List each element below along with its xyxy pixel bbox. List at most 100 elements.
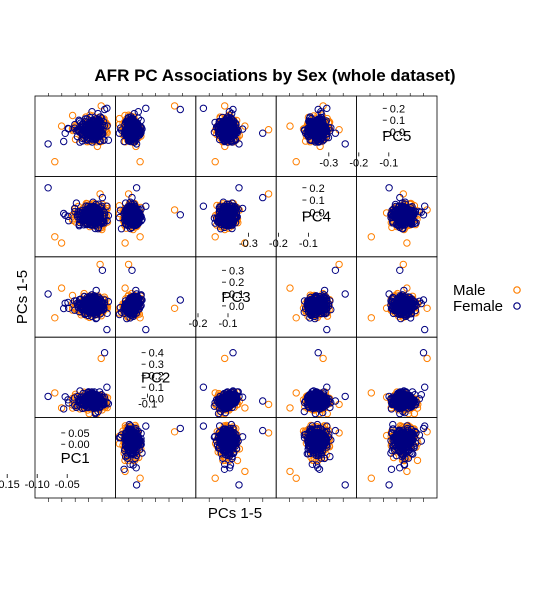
data-point-female	[75, 220, 83, 229]
data-point-female	[132, 127, 141, 135]
data-point-female	[85, 295, 93, 303]
data-point-female	[307, 126, 316, 134]
data-point-female	[132, 184, 141, 192]
data-point-female	[117, 308, 126, 316]
data-point-female	[142, 104, 150, 113]
chart-title: AFR PC Associations by Sex (whole datase…	[94, 66, 455, 85]
data-point-female	[132, 217, 140, 226]
data-point-female	[221, 207, 229, 215]
panel-points	[44, 184, 113, 247]
data-point-female	[134, 132, 142, 140]
data-point-female	[311, 119, 319, 128]
panel-points	[44, 260, 113, 334]
data-point-female	[75, 117, 84, 126]
data-point-female	[176, 105, 185, 114]
data-point-male	[335, 126, 343, 134]
data-point-female	[389, 217, 397, 225]
data-point-male	[124, 260, 133, 269]
data-point-female	[393, 210, 401, 218]
data-point-female	[103, 202, 111, 210]
data-point-female	[98, 129, 107, 137]
data-point-female	[314, 132, 322, 141]
data-point-female	[215, 131, 223, 139]
data-point-female	[44, 184, 52, 192]
data-point-female	[103, 325, 111, 334]
data-point-male	[221, 102, 229, 110]
data-point-female	[226, 217, 234, 226]
data-point-female	[104, 211, 113, 220]
data-point-female	[70, 204, 79, 213]
data-point-female	[128, 207, 136, 215]
data-point-female	[389, 211, 397, 220]
data-point-female	[229, 211, 237, 219]
data-point-female	[313, 136, 322, 144]
data-point-female	[97, 217, 105, 225]
data-point-female	[60, 304, 68, 313]
points-layer	[44, 102, 431, 489]
data-point-female	[221, 128, 229, 136]
data-point-female	[132, 140, 141, 148]
data-point-female	[134, 108, 143, 116]
data-point-female	[341, 140, 349, 148]
data-point-female	[217, 225, 225, 233]
data-point-male	[136, 158, 144, 166]
data-point-male	[292, 158, 300, 166]
data-point-female	[132, 286, 140, 295]
panel-points	[199, 184, 273, 247]
panel-points	[44, 102, 113, 166]
data-point-male	[264, 190, 273, 198]
data-point-female	[421, 202, 429, 210]
data-point-female	[221, 136, 230, 145]
data-point-female	[94, 115, 103, 123]
panel-points	[286, 260, 349, 334]
data-point-female	[73, 301, 82, 309]
data-point-male	[211, 233, 219, 241]
data-point-female	[229, 105, 237, 114]
data-point-female	[126, 198, 135, 206]
data-point-female	[126, 310, 135, 318]
panel-points	[115, 184, 185, 247]
panel-points	[199, 102, 273, 166]
data-point-male	[96, 190, 104, 198]
data-point-female	[331, 129, 340, 137]
data-point-male	[57, 284, 66, 292]
data-point-female	[72, 199, 81, 207]
data-point-female	[73, 299, 82, 307]
data-point-female	[77, 211, 86, 220]
data-point-female	[238, 204, 247, 213]
data-point-male	[170, 206, 179, 214]
data-point-female	[126, 131, 135, 139]
data-point-female	[93, 218, 101, 226]
data-point-female	[176, 296, 185, 304]
data-point-female	[127, 202, 135, 211]
data-point-female	[134, 295, 142, 303]
data-point-female	[226, 126, 234, 134]
data-point-female	[259, 129, 267, 137]
data-point-female	[215, 118, 224, 126]
data-point-female	[88, 309, 97, 317]
data-point-male	[51, 314, 59, 322]
data-point-male	[124, 190, 133, 198]
data-point-female	[115, 310, 124, 319]
data-point-male	[241, 239, 249, 247]
data-point-female	[128, 193, 136, 202]
data-point-male	[264, 126, 273, 134]
data-point-female	[225, 108, 234, 116]
data-point-female	[93, 131, 101, 139]
data-point-female	[126, 218, 135, 226]
data-point-female	[103, 104, 111, 113]
data-point-female	[44, 290, 52, 298]
panel-points	[115, 102, 185, 166]
data-point-female	[65, 125, 73, 133]
data-point-female	[44, 140, 52, 148]
data-point-female	[398, 224, 406, 233]
panel-points	[286, 102, 349, 166]
data-point-female	[86, 299, 95, 307]
data-point-female	[216, 127, 224, 136]
data-point-female	[100, 296, 109, 304]
data-point-female	[87, 214, 95, 222]
data-point-female	[61, 129, 69, 138]
data-point-female	[73, 211, 82, 219]
data-point-female	[234, 205, 242, 213]
